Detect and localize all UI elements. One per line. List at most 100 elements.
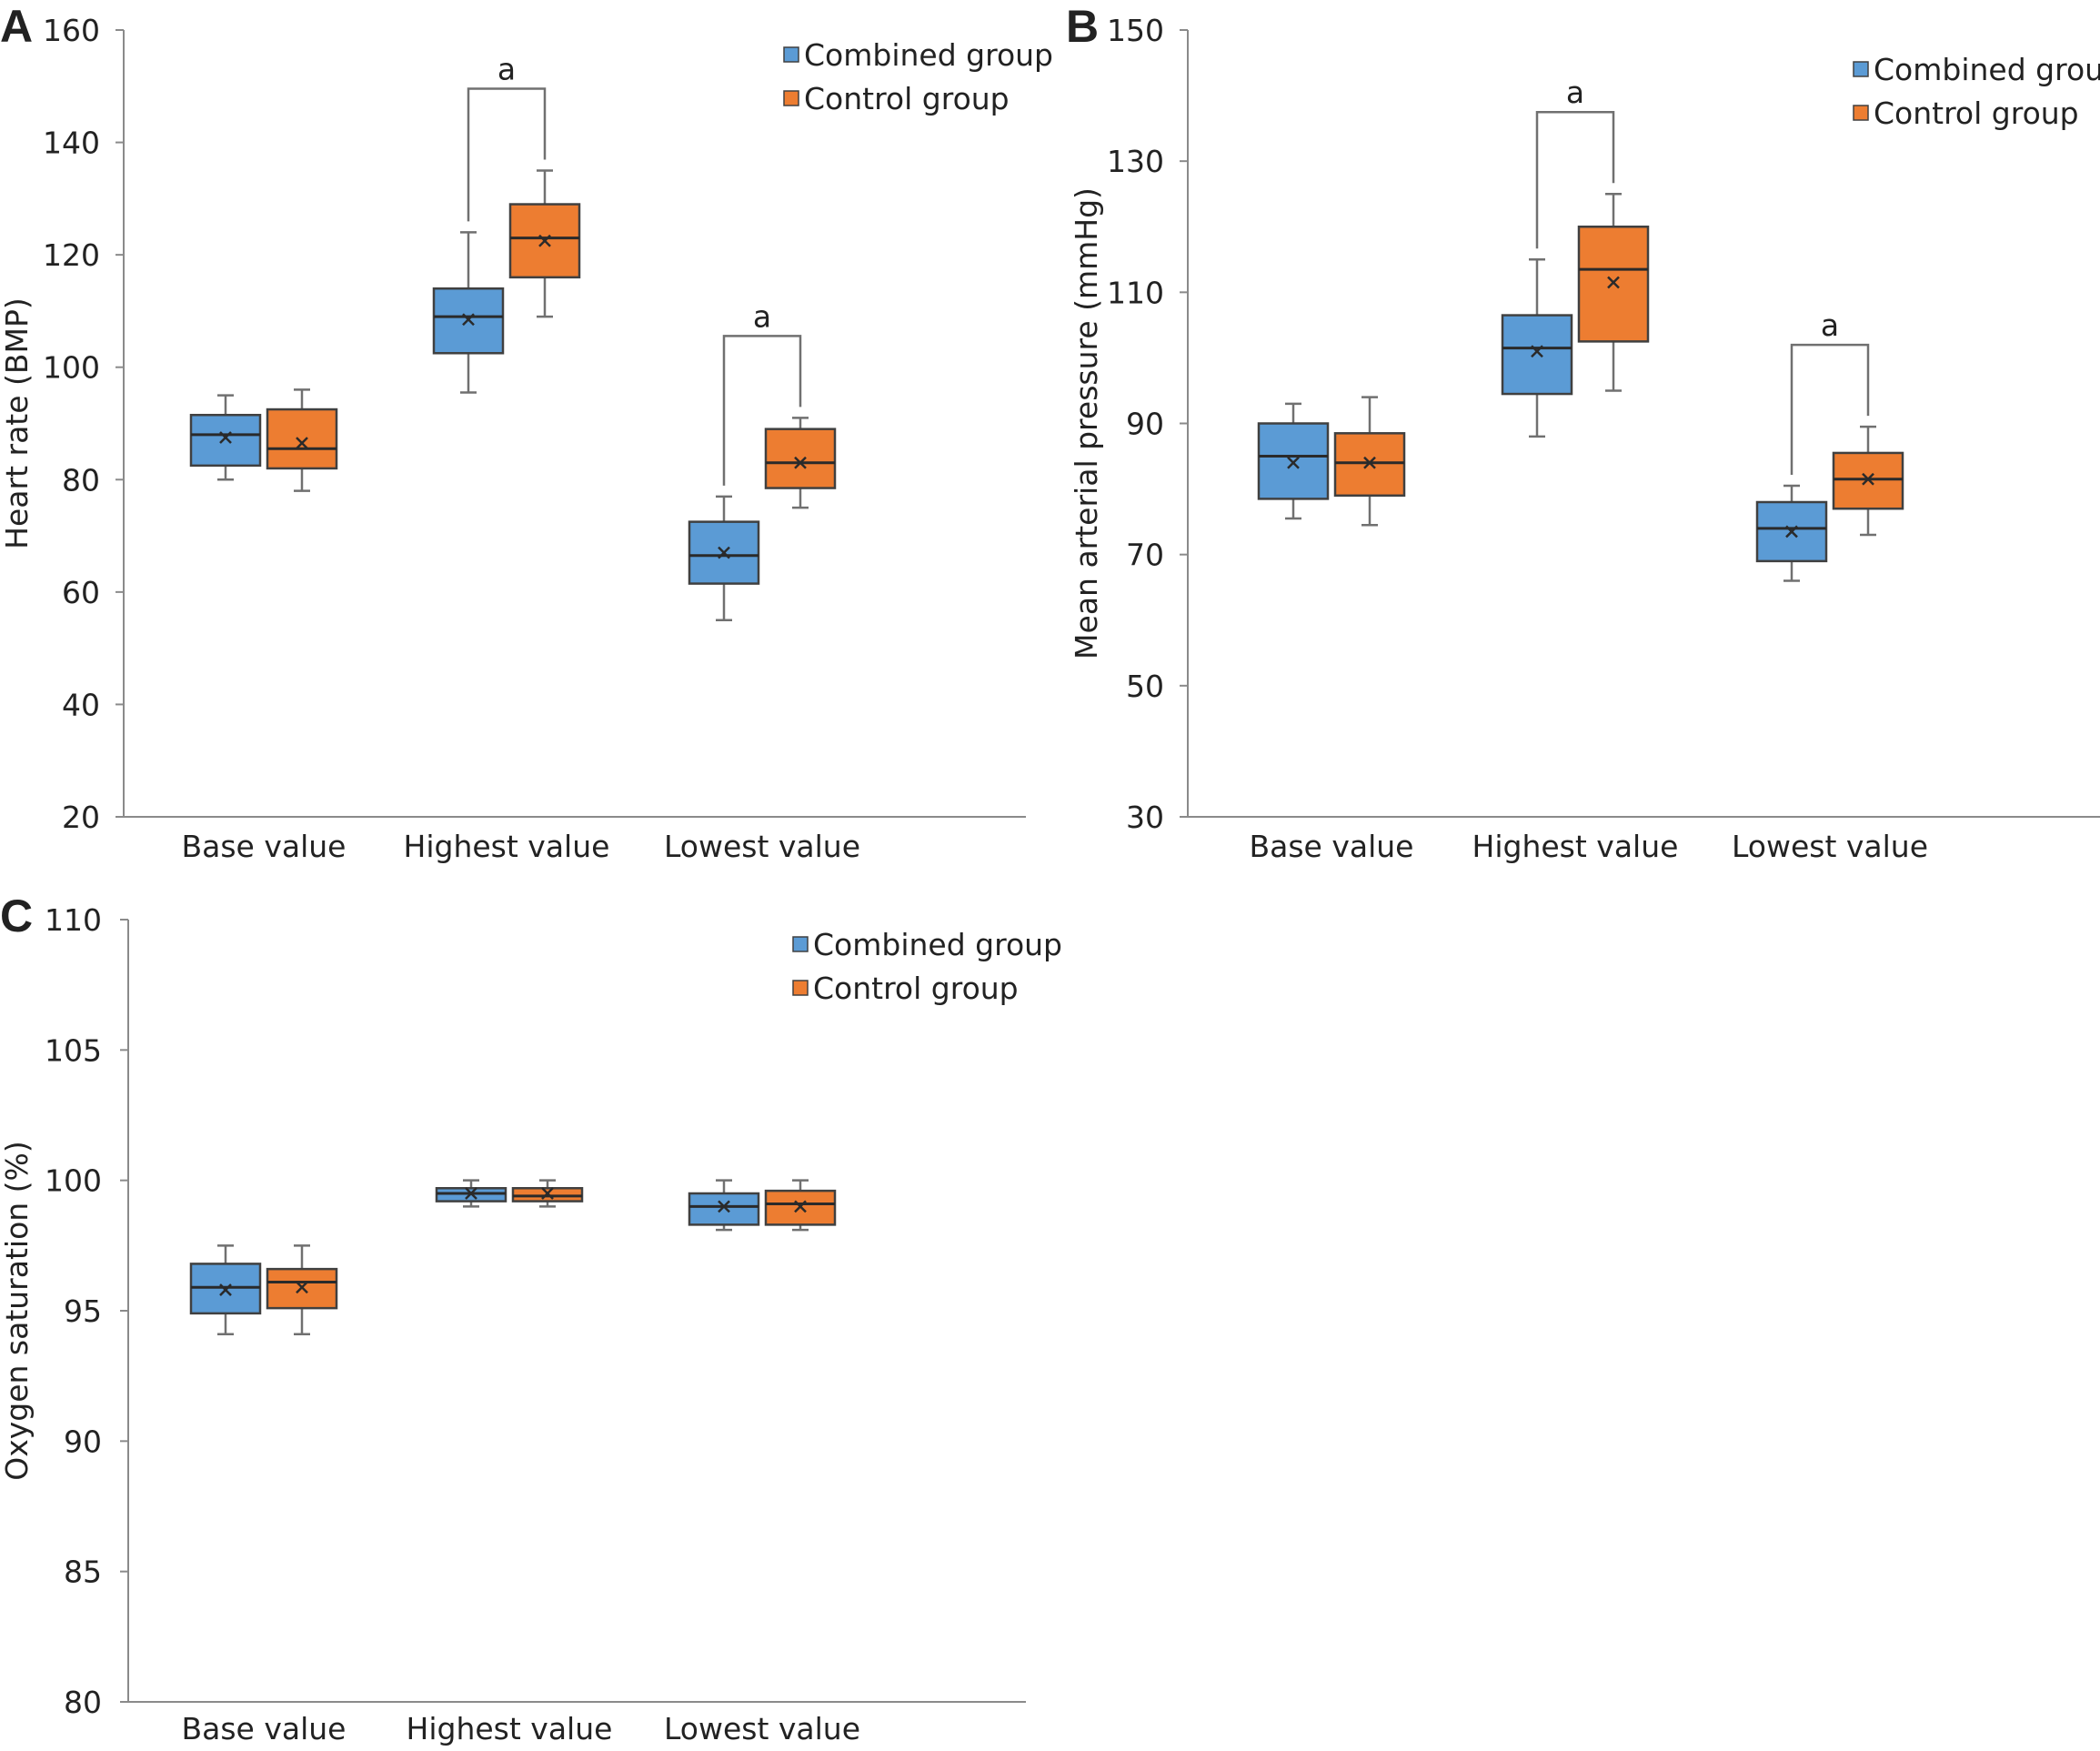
box-combined-1 bbox=[432, 231, 505, 394]
x-category-label: Highest value bbox=[407, 1711, 613, 1746]
y-tick-label: 80 bbox=[64, 1685, 102, 1720]
panel-label: B bbox=[1066, 1, 1099, 52]
legend: Combined group Control group bbox=[783, 37, 1053, 116]
iqr-box bbox=[764, 428, 837, 489]
legend-label-control: Control group bbox=[813, 971, 1019, 1006]
box-combined-1 bbox=[435, 1179, 507, 1208]
mean-marker bbox=[296, 1281, 308, 1294]
y-tick-label: 130 bbox=[1107, 144, 1164, 179]
box-combined-2 bbox=[1755, 484, 1828, 582]
y-tick-label: 110 bbox=[45, 902, 102, 938]
legend-swatch-control bbox=[1853, 105, 1869, 121]
legend-label-control: Control group bbox=[804, 81, 1010, 116]
iqr-box bbox=[1577, 226, 1650, 343]
mean-marker bbox=[1363, 456, 1376, 469]
y-tick-label: 60 bbox=[62, 575, 100, 610]
iqr-box bbox=[189, 413, 262, 468]
y-axis-label: Oxygen saturation (%) bbox=[0, 1141, 35, 1481]
mean-marker bbox=[1785, 525, 1798, 538]
x-category-label: Lowest value bbox=[664, 829, 860, 864]
legend-swatch-combined bbox=[1853, 61, 1869, 77]
mean-marker bbox=[538, 234, 551, 247]
iqr-box bbox=[1832, 451, 1904, 510]
chart-panel-c: C 80 85 90 95 100 105 110 Oxygen saturation (%) B… bbox=[0, 891, 1062, 1746]
y-tick-label: 110 bbox=[1107, 275, 1164, 310]
mean-marker bbox=[718, 1200, 730, 1213]
significance-bracket: a bbox=[1535, 75, 1615, 249]
mean-marker bbox=[219, 431, 232, 444]
panel-label: C bbox=[0, 891, 33, 941]
x-category-label: Base value bbox=[1250, 829, 1414, 864]
significance-label: a bbox=[1821, 307, 1839, 343]
legend-swatch-combined bbox=[783, 46, 799, 63]
iqr-box bbox=[1257, 422, 1330, 500]
box-control-2 bbox=[764, 1179, 837, 1232]
significance-bracket-line bbox=[467, 87, 547, 222]
legend-label-control: Control group bbox=[1874, 96, 2079, 131]
y-tick-label: 150 bbox=[1107, 13, 1164, 48]
significance-bracket-line bbox=[722, 335, 802, 486]
box-control-2 bbox=[764, 417, 837, 509]
legend-label-combined: Combined group bbox=[804, 37, 1053, 73]
legend-label-combined: Combined group bbox=[813, 927, 1062, 962]
box-combined-0 bbox=[189, 1244, 262, 1336]
box-combined-1 bbox=[1501, 258, 1573, 438]
significance-bracket: a bbox=[722, 298, 802, 486]
y-tick-label: 30 bbox=[1126, 800, 1164, 835]
legend-swatch-control bbox=[783, 90, 799, 106]
x-category-label: Base value bbox=[182, 1711, 347, 1746]
iqr-box bbox=[1333, 432, 1406, 498]
box-control-1 bbox=[1577, 192, 1650, 392]
panel-label: A bbox=[0, 1, 33, 52]
iqr-box bbox=[266, 408, 338, 470]
y-tick-label: 20 bbox=[62, 800, 100, 835]
legend-label-combined: Combined group bbox=[1874, 52, 2100, 87]
x-category-label: Highest value bbox=[1472, 829, 1679, 864]
mean-marker bbox=[794, 1200, 807, 1213]
y-tick-label: 100 bbox=[45, 1163, 102, 1199]
y-tick-label: 100 bbox=[43, 350, 100, 386]
y-tick-label: 90 bbox=[64, 1424, 102, 1459]
mean-marker bbox=[462, 313, 475, 327]
x-category-label: Highest value bbox=[404, 829, 610, 864]
y-tick-label: 140 bbox=[43, 126, 100, 161]
mean-marker bbox=[718, 546, 730, 559]
y-tick-label: 160 bbox=[43, 13, 100, 48]
mean-marker bbox=[296, 437, 308, 450]
legend-swatch-combined bbox=[792, 936, 809, 952]
mean-marker bbox=[1287, 456, 1300, 469]
y-tick-label: 105 bbox=[45, 1032, 102, 1068]
box-combined-0 bbox=[189, 394, 262, 481]
iqr-box bbox=[688, 1192, 760, 1226]
y-tick-label: 85 bbox=[64, 1555, 102, 1590]
iqr-box bbox=[432, 287, 505, 355]
mean-marker bbox=[794, 456, 807, 469]
y-axis-label: Heart rate (BMP) bbox=[0, 297, 35, 549]
mean-marker bbox=[1862, 472, 1874, 486]
legend-swatch-control bbox=[792, 980, 809, 996]
box-control-0 bbox=[266, 388, 338, 492]
box-combined-0 bbox=[1257, 402, 1330, 520]
legend: Combined group Control group bbox=[792, 927, 1062, 1006]
x-category-label: Lowest value bbox=[1732, 829, 1928, 864]
box-control-0 bbox=[1333, 396, 1406, 527]
y-tick-label: 90 bbox=[1126, 407, 1164, 442]
y-tick-label: 70 bbox=[1126, 538, 1164, 573]
box-control-0 bbox=[266, 1244, 338, 1336]
mean-marker bbox=[219, 1283, 232, 1296]
chart-panel-b: B 30 50 70 90 110 130 150 Mean arterial pressure… bbox=[1066, 1, 2100, 864]
significance-bracket: a bbox=[1790, 307, 1870, 475]
significance-label: a bbox=[1566, 75, 1584, 110]
y-tick-label: 120 bbox=[43, 237, 100, 273]
box-combined-2 bbox=[688, 495, 760, 621]
mean-marker bbox=[465, 1187, 477, 1200]
legend: Combined group Control group bbox=[1853, 52, 2100, 131]
box-control-2 bbox=[1832, 425, 1904, 537]
x-category-label: Lowest value bbox=[664, 1711, 860, 1746]
box-control-1 bbox=[511, 1179, 584, 1208]
significance-label: a bbox=[753, 298, 771, 334]
box-control-1 bbox=[508, 169, 581, 318]
y-tick-label: 50 bbox=[1126, 669, 1164, 704]
box-combined-2 bbox=[688, 1179, 760, 1232]
